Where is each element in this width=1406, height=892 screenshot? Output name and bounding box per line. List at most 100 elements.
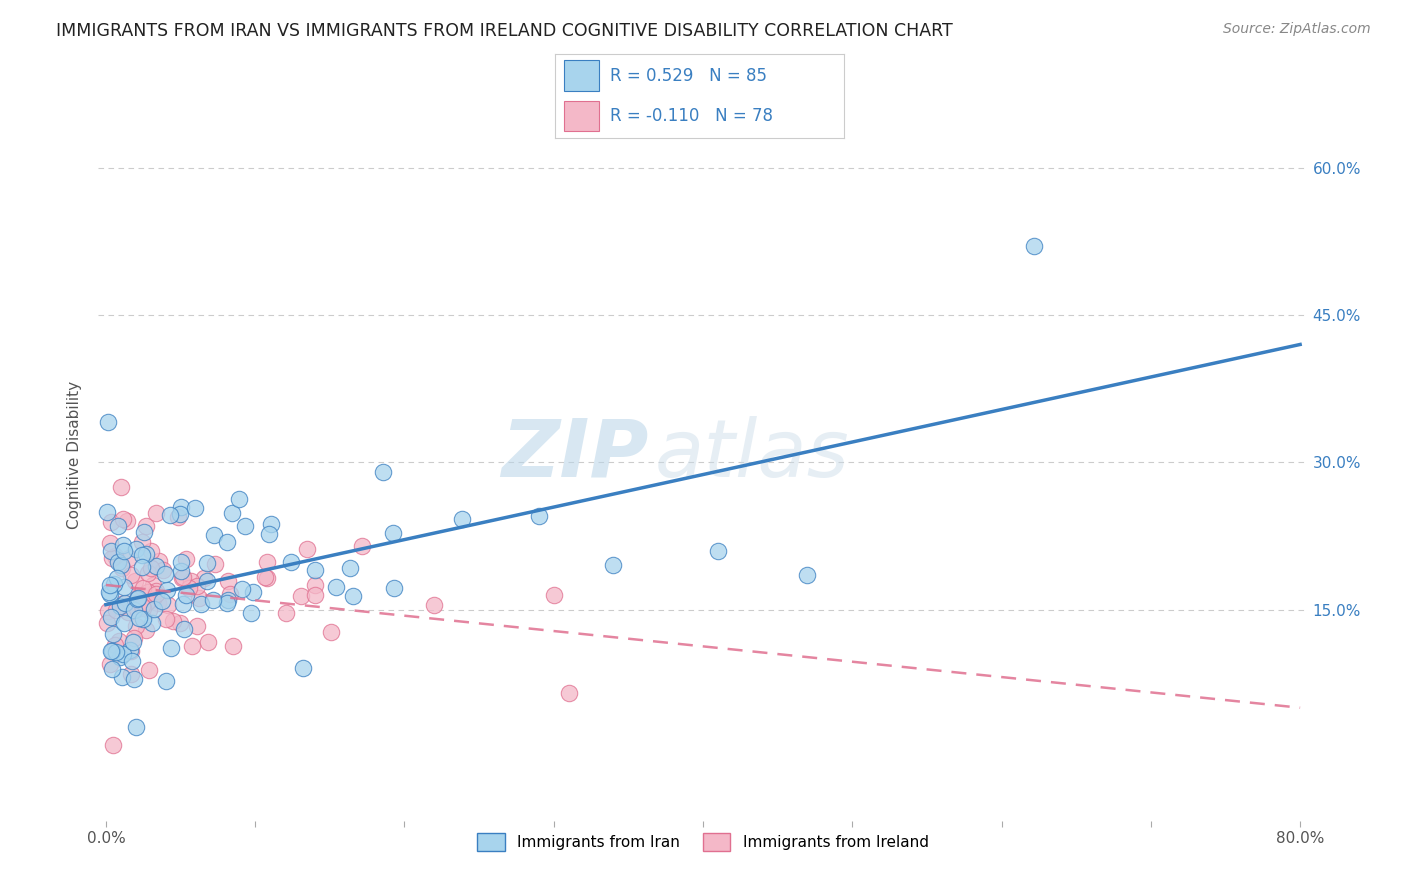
Point — [131, 560, 153, 574]
Point — [134, 595, 156, 609]
Point — [146, 596, 169, 610]
Point — [122, 634, 145, 648]
Point — [125, 720, 148, 734]
Point — [128, 611, 150, 625]
Point — [110, 558, 132, 572]
Point — [325, 580, 347, 594]
Point — [145, 559, 167, 574]
Point — [127, 590, 149, 604]
Point — [181, 639, 204, 653]
Point — [193, 571, 215, 585]
Text: Source: ZipAtlas.com: Source: ZipAtlas.com — [1223, 22, 1371, 37]
Point — [108, 634, 131, 648]
Point — [111, 648, 134, 662]
Point — [166, 509, 188, 524]
Point — [174, 552, 197, 566]
Point — [132, 600, 155, 615]
Point — [195, 574, 218, 588]
Point — [159, 508, 181, 522]
Point — [100, 515, 122, 529]
Point — [138, 664, 160, 678]
Point — [141, 544, 163, 558]
Point — [100, 610, 122, 624]
Point — [118, 551, 141, 566]
Y-axis label: Cognitive Disability: Cognitive Disability — [67, 381, 83, 529]
Point — [290, 589, 312, 603]
Point — [122, 672, 145, 686]
Point — [97, 604, 120, 618]
Point — [371, 465, 394, 479]
Point — [96, 505, 118, 519]
Point — [96, 615, 118, 630]
Point — [98, 587, 121, 601]
Point — [145, 506, 167, 520]
Point — [297, 541, 319, 556]
Point — [101, 644, 124, 658]
Point — [115, 514, 138, 528]
Point — [221, 506, 243, 520]
Point — [111, 561, 134, 575]
Point — [114, 596, 136, 610]
Point — [423, 598, 446, 612]
Point — [101, 662, 124, 676]
Point — [1024, 239, 1046, 253]
Point — [103, 577, 125, 591]
Point — [450, 511, 472, 525]
Point — [177, 581, 200, 595]
Point — [274, 606, 297, 620]
Point — [233, 518, 256, 533]
Point — [138, 603, 160, 617]
Point — [124, 541, 146, 556]
Point — [256, 556, 278, 570]
Point — [135, 519, 157, 533]
Point — [107, 555, 129, 569]
Point — [139, 561, 162, 575]
Point — [242, 585, 264, 599]
Point — [169, 507, 191, 521]
Point — [142, 602, 165, 616]
Point — [180, 574, 202, 588]
Point — [145, 586, 167, 600]
Point — [239, 606, 262, 620]
Point — [172, 571, 194, 585]
Point — [184, 501, 207, 516]
Point — [342, 589, 364, 603]
Point — [197, 635, 219, 649]
Point — [162, 614, 184, 628]
Point — [155, 674, 177, 689]
Point — [170, 555, 193, 569]
Point — [256, 571, 278, 585]
Point — [110, 480, 132, 494]
Point — [100, 644, 122, 658]
Point — [169, 615, 191, 630]
Point — [112, 512, 135, 526]
Point — [304, 564, 326, 578]
Point — [104, 602, 127, 616]
Point — [202, 527, 225, 541]
Point — [100, 544, 122, 558]
Point — [382, 581, 405, 595]
Point — [125, 619, 148, 633]
Point — [112, 616, 135, 631]
Point — [100, 657, 122, 671]
Point — [231, 582, 253, 597]
Point — [125, 601, 148, 615]
Point — [150, 593, 173, 607]
Point — [319, 624, 342, 639]
Point — [217, 596, 239, 610]
Point — [202, 592, 225, 607]
Point — [174, 588, 197, 602]
Legend: Immigrants from Iran, Immigrants from Ireland: Immigrants from Iran, Immigrants from Ir… — [471, 827, 935, 857]
Point — [280, 555, 302, 569]
Bar — [564, 61, 599, 91]
Point — [141, 615, 163, 630]
Point — [104, 645, 127, 659]
Point — [111, 670, 134, 684]
Point — [381, 526, 404, 541]
Point — [304, 578, 326, 592]
Point — [108, 650, 131, 665]
Point — [221, 639, 243, 653]
Point — [97, 585, 120, 599]
Point — [557, 686, 579, 700]
Point — [120, 644, 142, 658]
